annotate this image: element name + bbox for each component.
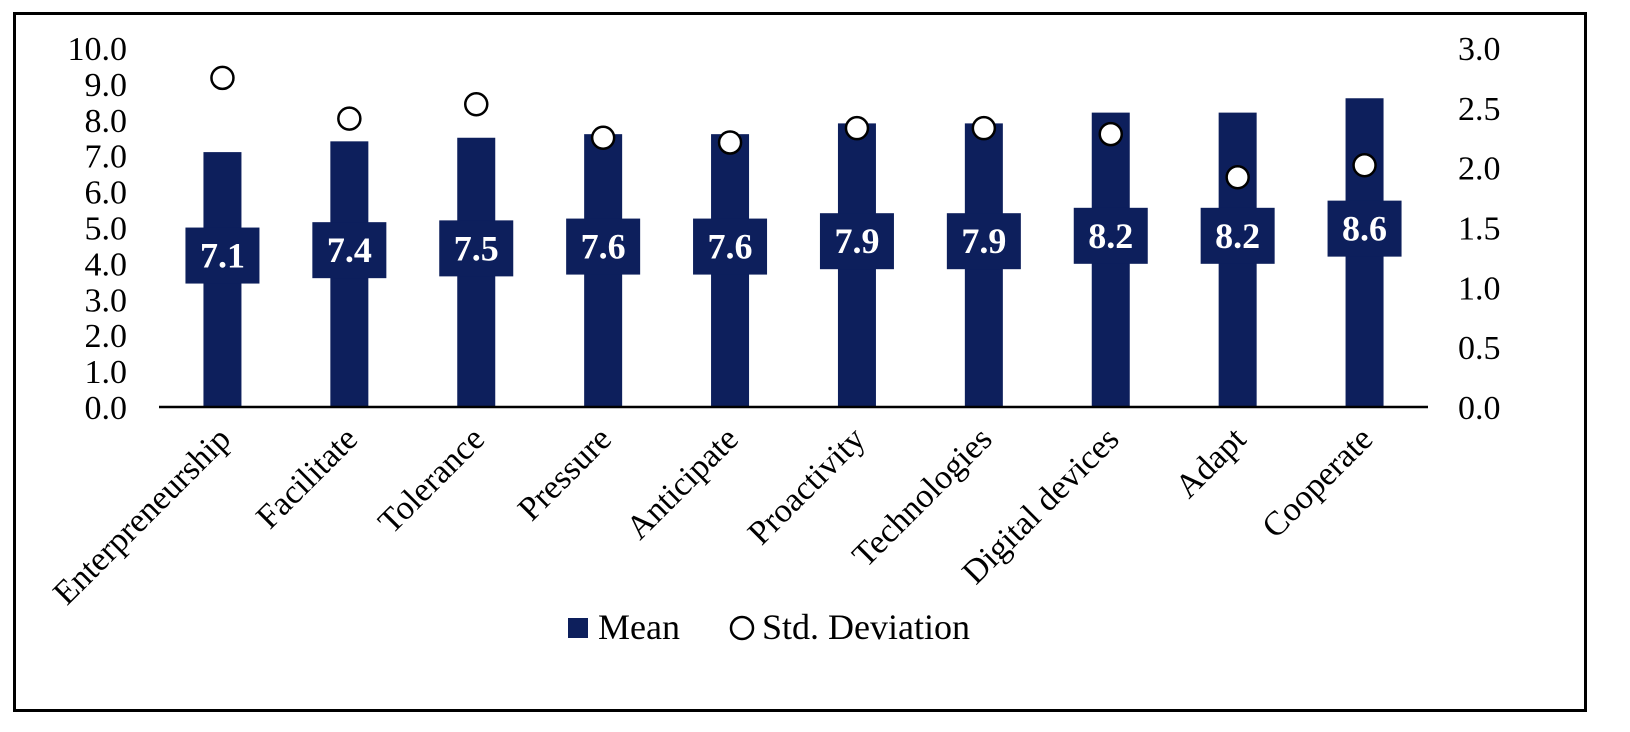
left-axis-tick-label: 9.0 bbox=[85, 67, 128, 104]
category-label: Enterpreneurship bbox=[46, 420, 238, 612]
left-axis-ticks: 0.01.02.03.04.05.06.07.08.09.010.0 bbox=[68, 31, 128, 427]
category-label: Proactivity bbox=[741, 420, 873, 552]
std-deviation-markers bbox=[210, 65, 1377, 190]
std-deviation-marker bbox=[717, 130, 743, 155]
category-label: Tolerance bbox=[371, 420, 492, 541]
left-axis-tick-label: 10.0 bbox=[68, 31, 128, 68]
legend-mean-swatch bbox=[568, 618, 588, 638]
std-deviation-marker bbox=[971, 115, 997, 141]
right-axis-tick-label: 2.0 bbox=[1458, 151, 1501, 188]
legend-std-deviation-label: Std. Deviation bbox=[762, 607, 970, 647]
right-axis-tick-label: 0.5 bbox=[1458, 330, 1501, 367]
std-deviation-marker bbox=[1225, 164, 1250, 190]
std-deviation-marker bbox=[1098, 121, 1123, 147]
mean-value-label: 8.2 bbox=[1215, 216, 1260, 256]
mean-value-label-box bbox=[1200, 207, 1275, 264]
mean-value-label: 7.4 bbox=[327, 230, 372, 270]
mean-value-label-box bbox=[946, 213, 1021, 270]
mean-value-label-box bbox=[819, 213, 894, 270]
std-deviation-marker bbox=[210, 65, 235, 91]
std-deviation-marker bbox=[337, 106, 362, 131]
left-axis-tick-label: 5.0 bbox=[85, 211, 128, 248]
std-deviation-marker bbox=[1352, 153, 1377, 178]
left-axis-tick-label: 7.0 bbox=[85, 139, 128, 176]
left-axis-tick-label: 1.0 bbox=[85, 354, 128, 391]
category-label: Anticipate bbox=[619, 420, 745, 546]
mean-value-label-box bbox=[693, 218, 768, 275]
mean-bars: 7.1 7.4 7.5 7.6 7.6 7.9 7.9 8.2 8.2 8.6 bbox=[185, 98, 1402, 408]
std-deviation-marker bbox=[464, 91, 489, 117]
mean-value-label: 7.1 bbox=[200, 236, 245, 276]
mean-value-label-box bbox=[1073, 207, 1148, 264]
left-axis-tick-label: 6.0 bbox=[85, 175, 128, 212]
chart-svg: 0.01.02.03.04.05.06.07.08.09.010.0 0.00.… bbox=[46, 31, 1501, 647]
mean-value-label-box bbox=[312, 222, 387, 279]
right-axis-tick-label: 2.5 bbox=[1458, 91, 1501, 128]
category-labels: Enterpreneurship Facilitate Tolerance Press… bbox=[46, 420, 1380, 612]
mean-value-label: 7.9 bbox=[961, 221, 1006, 261]
mean-value-label-box bbox=[1327, 200, 1402, 257]
mean-value-label: 8.6 bbox=[1342, 209, 1387, 249]
right-axis-tick-label: 3.0 bbox=[1458, 31, 1501, 68]
category-label: Facilitate bbox=[249, 420, 365, 536]
mean-value-label: 7.5 bbox=[454, 228, 499, 268]
left-axis-tick-label: 0.0 bbox=[85, 390, 128, 427]
left-axis-tick-label: 2.0 bbox=[85, 318, 128, 355]
left-axis-tick-label: 8.0 bbox=[85, 103, 128, 140]
chart-frame: 0.0 1.0 2.0 3.0 4.0 5.0 6.0 7.0 8.0 9.0 10.0 0.0 0.… bbox=[13, 12, 1587, 712]
mean-value-label-box bbox=[439, 220, 514, 277]
right-axis-ticks: 0.0 0.5 1.0 1.5 2.0 2.5 3.0 bbox=[1458, 31, 1501, 427]
mean-value-label: 7.6 bbox=[708, 227, 753, 267]
category-label: Cooperate bbox=[1255, 420, 1380, 545]
category-label: Adapt bbox=[1168, 420, 1253, 505]
right-axis-tick-label: 1.5 bbox=[1458, 211, 1501, 248]
mean-value-label: 8.2 bbox=[1088, 216, 1133, 256]
std-deviation-marker bbox=[590, 125, 616, 150]
mean-value-label: 7.9 bbox=[834, 221, 879, 261]
mean-value-label-box bbox=[185, 227, 260, 284]
legend-mean-label: Mean bbox=[598, 607, 680, 647]
category-label: Pressure bbox=[511, 420, 619, 528]
std-deviation-marker bbox=[844, 115, 870, 141]
legend-std-deviation-marker bbox=[729, 615, 755, 641]
legend: Mean Std. Deviation bbox=[568, 607, 970, 647]
right-axis-tick-label: 0.0 bbox=[1458, 390, 1501, 427]
left-axis-tick-label: 3.0 bbox=[85, 282, 128, 319]
mean-value-label: 7.6 bbox=[581, 227, 626, 267]
right-axis-tick-label: 1.0 bbox=[1458, 270, 1501, 307]
mean-value-label-box bbox=[566, 218, 641, 275]
left-axis-tick-label: 4.0 bbox=[85, 246, 128, 283]
